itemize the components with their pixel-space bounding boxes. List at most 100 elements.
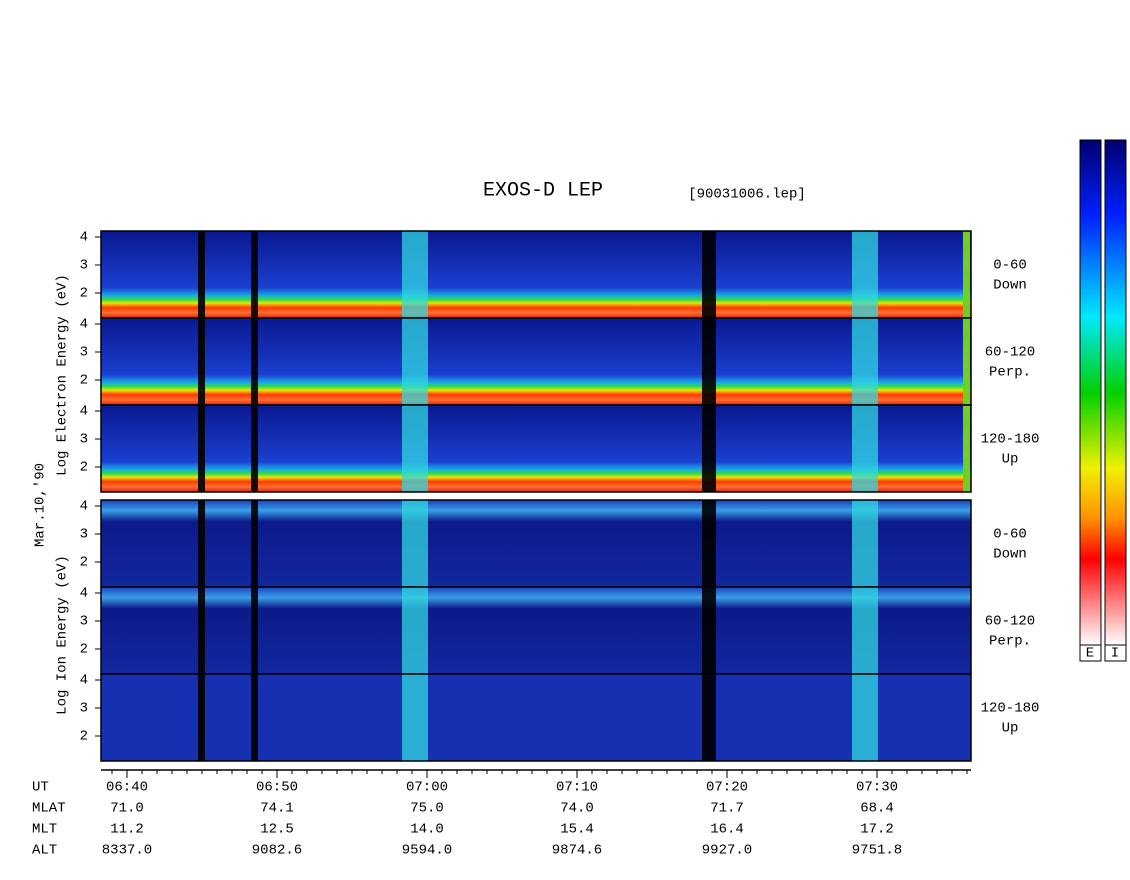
y-tick-label: 3 [80, 345, 88, 361]
row-value: 74.0 [560, 801, 594, 817]
colorbar-label: I [1111, 646, 1119, 662]
row-value: 75.0 [410, 801, 444, 817]
stripe [702, 405, 716, 492]
panel-frame [100, 673, 972, 762]
colorbar-i [1104, 139, 1127, 646]
title: EXOS-D LEP [483, 179, 603, 202]
panel-angle: 0-60 [993, 258, 1027, 274]
colorbar-e [1079, 139, 1102, 646]
row-value: 9082.6 [252, 843, 302, 859]
y-tick-label: 2 [80, 286, 88, 302]
colorbar-label-box [1079, 644, 1102, 662]
y-tick-label: 4 [80, 499, 88, 515]
stripe [402, 318, 428, 405]
spectrogram [101, 231, 971, 318]
row-value: 07:00 [406, 780, 448, 796]
stripe [251, 587, 258, 674]
edge [963, 405, 970, 492]
y-tick-label: 3 [80, 701, 88, 717]
panel-direction: Perp. [989, 634, 1031, 650]
panel-angle: 60-120 [985, 345, 1035, 361]
row-value: 16.4 [710, 822, 744, 838]
panel-direction: Up [1002, 452, 1019, 468]
row-value: 9751.8 [852, 843, 902, 859]
y-tick-label: 2 [80, 555, 88, 571]
edge [963, 231, 970, 318]
stripe [852, 500, 878, 587]
y-tick-label: 3 [80, 614, 88, 630]
stripe [251, 231, 258, 318]
row-value: 06:40 [106, 780, 148, 796]
row-value: 12.5 [260, 822, 294, 838]
stripe [198, 231, 205, 318]
row-value: 74.1 [260, 801, 294, 817]
y-tick-label: 2 [80, 642, 88, 658]
row-value: 9927.0 [702, 843, 752, 859]
row-value: 8337.0 [102, 843, 152, 859]
panel-angle: 60-120 [985, 614, 1035, 630]
y-tick-label: 4 [80, 673, 88, 689]
file-name: [90031006.lep] [688, 187, 806, 203]
panel-direction: Down [993, 278, 1027, 294]
row-label: UT [32, 780, 49, 796]
row-value: 71.0 [110, 801, 144, 817]
row-value: 14.0 [410, 822, 444, 838]
row-value: 07:30 [856, 780, 898, 796]
stripe [251, 500, 258, 587]
y-tick-label: 3 [80, 527, 88, 543]
electron-axis-label: Log Electron Energy (eV) [55, 274, 71, 476]
row-value: 15.4 [560, 822, 594, 838]
stripe [198, 500, 205, 587]
stripe [402, 405, 428, 492]
row-value: 71.7 [710, 801, 744, 817]
y-tick-label: 4 [80, 317, 88, 333]
edge [963, 318, 970, 405]
stripe [852, 405, 878, 492]
y-tick-label: 2 [80, 373, 88, 389]
y-tick-label: 3 [80, 258, 88, 274]
spectrogram [101, 405, 971, 492]
spectrogram [101, 674, 971, 761]
row-value: 9874.6 [552, 843, 602, 859]
stripe [198, 405, 205, 492]
stripe [251, 405, 258, 492]
stripe [251, 674, 258, 761]
stripe [702, 231, 716, 318]
spectrogram [101, 587, 971, 674]
stripe [702, 318, 716, 405]
row-label: MLAT [32, 801, 66, 817]
panel-angle: 120-180 [981, 701, 1040, 717]
stripe [852, 674, 878, 761]
panel-frame [100, 404, 972, 493]
row-label: ALT [32, 843, 57, 859]
stripe [402, 500, 428, 587]
stripe [402, 674, 428, 761]
row-value: 17.2 [860, 822, 894, 838]
row-value: 06:50 [256, 780, 298, 796]
stripe [702, 500, 716, 587]
date-label: Mar.10,'90 [33, 463, 49, 547]
panel-angle: 0-60 [993, 527, 1027, 543]
y-tick-label: 4 [80, 586, 88, 602]
stripe [702, 674, 716, 761]
stripe [402, 587, 428, 674]
stripe [402, 231, 428, 318]
panel-direction: Down [993, 547, 1027, 563]
spectrogram [101, 500, 971, 587]
stripe [852, 231, 878, 318]
stripe [852, 587, 878, 674]
stripe [198, 674, 205, 761]
row-value: 07:20 [706, 780, 748, 796]
row-value: 9594.0 [402, 843, 452, 859]
stripe [198, 318, 205, 405]
row-label: MLT [32, 822, 57, 838]
y-tick-label: 2 [80, 460, 88, 476]
y-tick-label: 2 [80, 729, 88, 745]
stripe [251, 318, 258, 405]
row-value: 11.2 [110, 822, 144, 838]
y-tick-label: 4 [80, 404, 88, 420]
y-tick-label: 3 [80, 432, 88, 448]
stripe [198, 587, 205, 674]
colorbar-label-box [1104, 644, 1127, 662]
